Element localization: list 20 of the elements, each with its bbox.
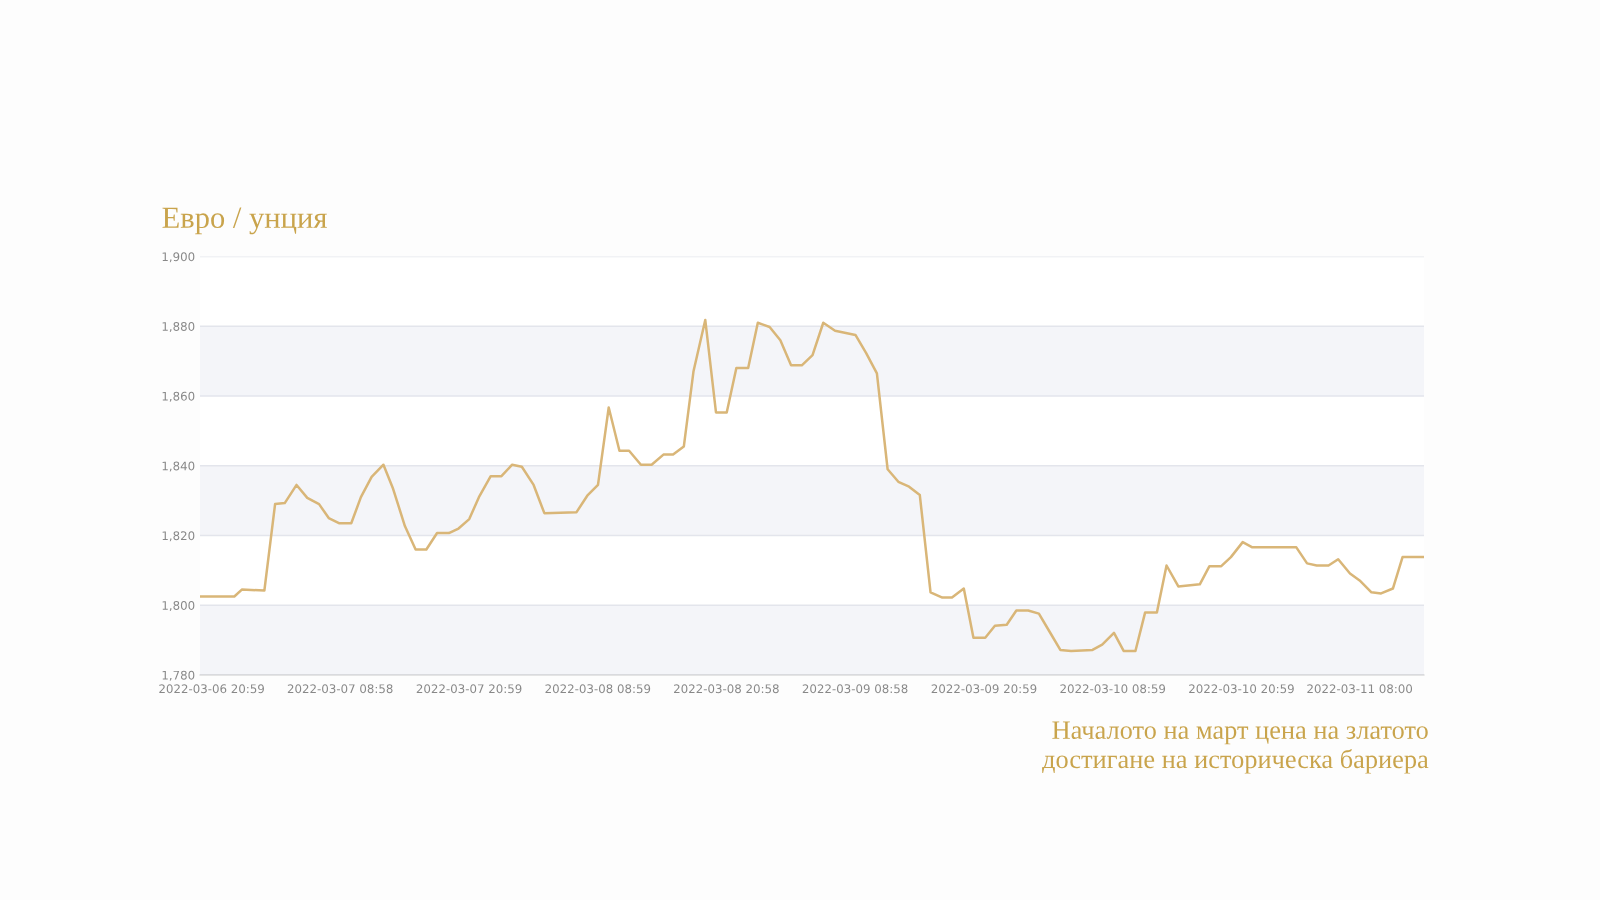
x-tick-label: 2022-03-07 20:59 — [416, 684, 522, 694]
x-tick-label: 2022-03-09 08:58 — [802, 684, 908, 694]
y-tick-label: 1,800 — [162, 600, 195, 612]
x-tick-label: 2022-03-08 08:59 — [545, 684, 651, 694]
x-tick-label: 2022-03-10 08:59 — [1060, 684, 1166, 694]
x-tick-label: 2022-03-06 20:59 — [159, 684, 264, 694]
y-tick-label: 1,900 — [162, 252, 195, 263]
line-series — [200, 318, 1424, 653]
y-tick-label: 1,780 — [162, 670, 195, 681]
x-tick-label: 2022-03-10 20:59 — [1189, 684, 1294, 694]
y-tick-label: 1,840 — [162, 461, 195, 472]
y-tick-label: 1,860 — [162, 391, 195, 402]
x-tick-label: 2022-03-11 08:00 — [1307, 684, 1413, 694]
x-tick-label: 2022-03-09 20:59 — [931, 684, 1037, 694]
x-tick-label: 2022-03-07 08:58 — [287, 684, 393, 694]
y-tick-label: 1,820 — [162, 531, 195, 542]
x-tick-label: 2022-03-08 20:58 — [674, 684, 779, 694]
text: Началото на март цена на златото достигане на историческа бариера — [1042, 721, 1429, 774]
y-tick-label: 1,880 — [162, 321, 195, 333]
chart-title: Евро / унция — [162, 207, 327, 235]
